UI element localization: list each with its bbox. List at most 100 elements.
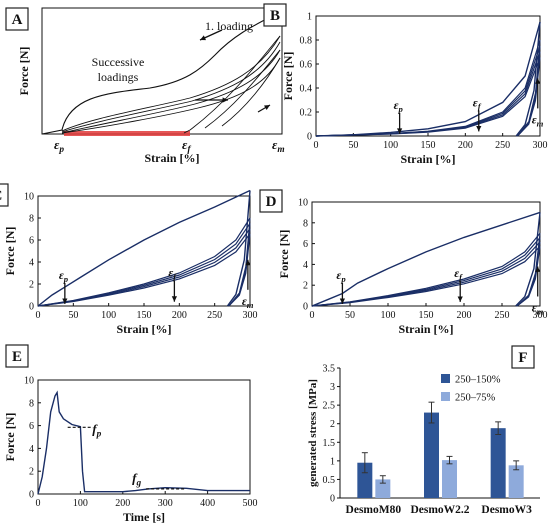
y-tick-label: 0.4 (300, 84, 313, 95)
arrow-em-head (535, 266, 541, 272)
x-tick-label: 50 (348, 140, 358, 151)
panel-label: E (12, 349, 22, 365)
y-tick-label: 4 (29, 258, 34, 269)
plot-frame (37, 195, 251, 307)
panel-label-box (0, 183, 9, 207)
y-tick-label: 6 (29, 421, 34, 432)
panel-label: F (518, 350, 527, 366)
annotation-fp: fp (92, 422, 101, 440)
bar (375, 479, 391, 498)
x-tick-label: 300 (243, 310, 258, 321)
y-axis-label: generated stress [MPa] (307, 379, 319, 487)
arrow-1-head (476, 125, 482, 132)
strain-label: εp (336, 268, 346, 284)
annotation-successive-2: loadings (98, 70, 139, 84)
x-tick-label: 100 (383, 140, 398, 151)
strain-label-em: εm (532, 112, 544, 128)
y-tick-label: 0 (307, 132, 312, 143)
panel-label: D (266, 194, 277, 210)
panel-label-box (511, 345, 535, 369)
y-tick-label: 4 (303, 260, 308, 271)
arrow-0-head (339, 298, 346, 304)
arrow-em-head (535, 78, 541, 84)
x-tick-label: 300 (533, 310, 548, 321)
x-tick-label: 400 (200, 498, 215, 509)
bar (424, 412, 439, 498)
first-loading-line (41, 11, 281, 135)
y-tick-label: 10 (24, 376, 34, 387)
panel-label: C (0, 188, 2, 204)
annotation-first-loading: 1. loading (205, 19, 253, 33)
y-tick-label: 2 (29, 280, 34, 291)
arrow-0-head (397, 128, 403, 134)
y-tick-label: 3.5 (323, 364, 336, 375)
category-label: DesmoM80 (346, 504, 402, 516)
x-tick-label: 0 (36, 310, 41, 321)
y-axis-label: Force [N] (281, 52, 295, 101)
legend-label: 250–150% (455, 375, 501, 386)
y-tick-label: 1 (307, 12, 312, 23)
panel-label-box (5, 344, 29, 368)
strain-label-ep: εp (54, 137, 64, 155)
series-line-0 (37, 189, 251, 307)
x-tick-label: 100 (101, 310, 116, 321)
loading-arrow-head (200, 35, 206, 41)
unloading-line (226, 190, 251, 307)
y-tick-label: 6 (303, 239, 308, 250)
category-label: DesmoW3 (481, 504, 532, 516)
successive-loading-line (311, 245, 541, 307)
successive-loading-line (61, 41, 281, 133)
strain-label-em: εm (532, 300, 544, 316)
panel-d: 0 50 100 150 200 250 300 0 2 4 6 8 10 Strain [%] Force… (259, 189, 548, 336)
y-tick-label: 0.8 (300, 36, 313, 47)
arrow-1-head (457, 296, 463, 302)
successive-arrow-head (222, 97, 228, 103)
strain-label: εf (454, 266, 463, 282)
x-tick-label: 0 (314, 140, 319, 151)
highlight-band (64, 131, 190, 136)
x-tick-label: 200 (115, 498, 130, 509)
y-tick-label: 3 (330, 382, 335, 393)
y-tick-label: 10 (24, 192, 34, 203)
strain-label: εp (59, 268, 69, 284)
y-tick-label: 0 (29, 302, 34, 313)
x-tick-label: 200 (457, 310, 472, 321)
unloading-line (221, 57, 281, 127)
x-tick-label: 150 (419, 310, 434, 321)
arrow-1-head (171, 296, 177, 302)
y-tick-label: 8 (303, 218, 308, 229)
panel-e: 0 100 200 300 400 500 0 2 4 6 8 10 Time [s] Force [N]… (3, 344, 258, 524)
plot-frame (315, 15, 541, 137)
y-tick-label: 6 (29, 236, 34, 247)
y-tick-label: 1.5 (323, 438, 336, 449)
y-tick-label: 10 (298, 198, 308, 209)
x-tick-label: 0 (310, 310, 315, 321)
x-tick-label: 150 (137, 310, 152, 321)
x-tick-label: 150 (421, 140, 436, 151)
y-tick-label: 1 (330, 456, 335, 467)
y-tick-label: 8 (29, 214, 34, 225)
strain-label: εf (473, 95, 482, 111)
x-tick-label: 300 (533, 140, 548, 151)
y-tick-label: 8 (29, 398, 34, 409)
panel-c: 0 50 100 150 200 250 300 0 2 4 6 8 10 Strain [%] Force… (0, 183, 258, 336)
strain-label-ef: εf (182, 137, 191, 155)
panel-label: B (270, 8, 280, 24)
x-tick-label: 200 (172, 310, 187, 321)
x-axis-label: Strain [%] (117, 322, 172, 336)
strain-label: εp (394, 98, 404, 114)
y-tick-label: 0.6 (300, 60, 313, 71)
successive-loading-line (61, 57, 281, 134)
x-tick-label: 200 (458, 140, 473, 151)
series-line-0 (37, 390, 250, 495)
x-tick-label: 0 (36, 498, 41, 509)
legend-label: 250–75% (455, 393, 496, 404)
legend-swatch (441, 374, 450, 383)
x-tick-label: 50 (68, 310, 78, 321)
bar (508, 465, 524, 498)
y-tick-label: 0 (330, 494, 335, 505)
strain-label-em: εm (272, 137, 285, 155)
plot-frame (37, 379, 251, 495)
successive-loading-line (37, 222, 251, 307)
